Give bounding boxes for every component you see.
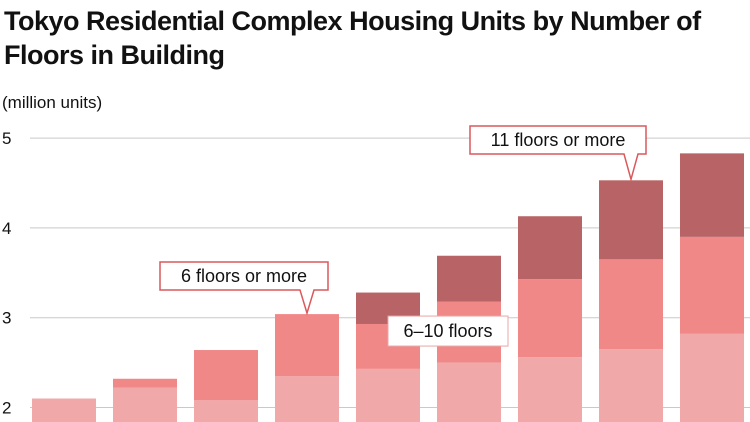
y-tick-label: 5 <box>2 129 11 148</box>
bar-segment <box>680 236 744 334</box>
bar-segment <box>194 400 258 422</box>
bar-segment <box>437 362 501 422</box>
bar-segment <box>599 259 663 350</box>
bar-segment <box>275 376 339 422</box>
bar-segment <box>113 387 177 422</box>
segment-label-box <box>387 315 509 347</box>
callout-box <box>469 125 647 183</box>
callout-label: 11 floors or more <box>491 130 626 150</box>
bar-segment <box>113 378 177 388</box>
y-tick-label: 4 <box>2 219 11 238</box>
bar-segment <box>518 357 582 422</box>
segment-label: 6–10 floors <box>387 315 509 347</box>
bar-segment <box>437 255 501 302</box>
y-tick-label: 2 <box>2 399 11 418</box>
bar-segment <box>275 314 339 377</box>
bar-segment <box>599 180 663 260</box>
y-tick-label: 3 <box>2 309 11 328</box>
bar-segment <box>680 333 744 422</box>
bar-segment <box>194 350 258 401</box>
callout-box <box>159 261 329 316</box>
bar-segment <box>356 368 420 422</box>
segment-label-text: 6–10 floors <box>403 321 492 341</box>
bar-segment <box>518 279 582 358</box>
bar-segment <box>599 349 663 422</box>
callout-annotation: 6 floors or more <box>159 261 329 316</box>
bar-segment <box>518 216 582 280</box>
chart-title: Tokyo Residential Complex Housing Units … <box>4 6 701 70</box>
bar-segment <box>32 398 96 422</box>
callout-label: 6 floors or more <box>181 266 307 286</box>
bar-segment <box>680 153 744 237</box>
y-axis-unit-label: (million units) <box>2 93 103 112</box>
callout-annotation: 11 floors or more <box>469 125 647 183</box>
